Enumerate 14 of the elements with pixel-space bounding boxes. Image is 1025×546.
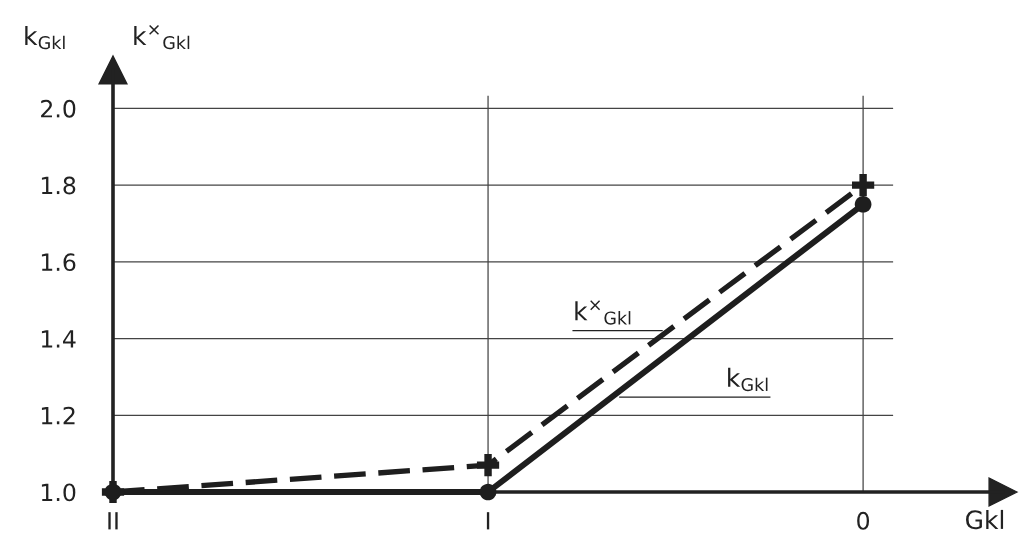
text: k$^{×}$$_{Gkl}$ (134, 24, 190, 50)
y-tick-label: 1.4 (41, 330, 76, 348)
y-tick-label: 1.0 (41, 483, 76, 502)
y-tick-label: 1.2 (41, 406, 75, 425)
x-tick-label: 0 (857, 511, 870, 530)
series-label: k$_{Gkl}$ (728, 367, 768, 392)
y-tick-label: 2.0 (41, 99, 76, 118)
x-tick-label: I (486, 512, 490, 530)
y-tick-label: 1.8 (41, 176, 76, 195)
x-tick-label: II (108, 512, 118, 530)
y-axis-title: k$_{Gkl}$ (25, 25, 65, 50)
series-label: k$^{×}$$_{Gkl}$ (575, 300, 631, 325)
x-axis-title: Gkl (966, 509, 1004, 530)
y-tick-label: 1.6 (41, 253, 76, 272)
